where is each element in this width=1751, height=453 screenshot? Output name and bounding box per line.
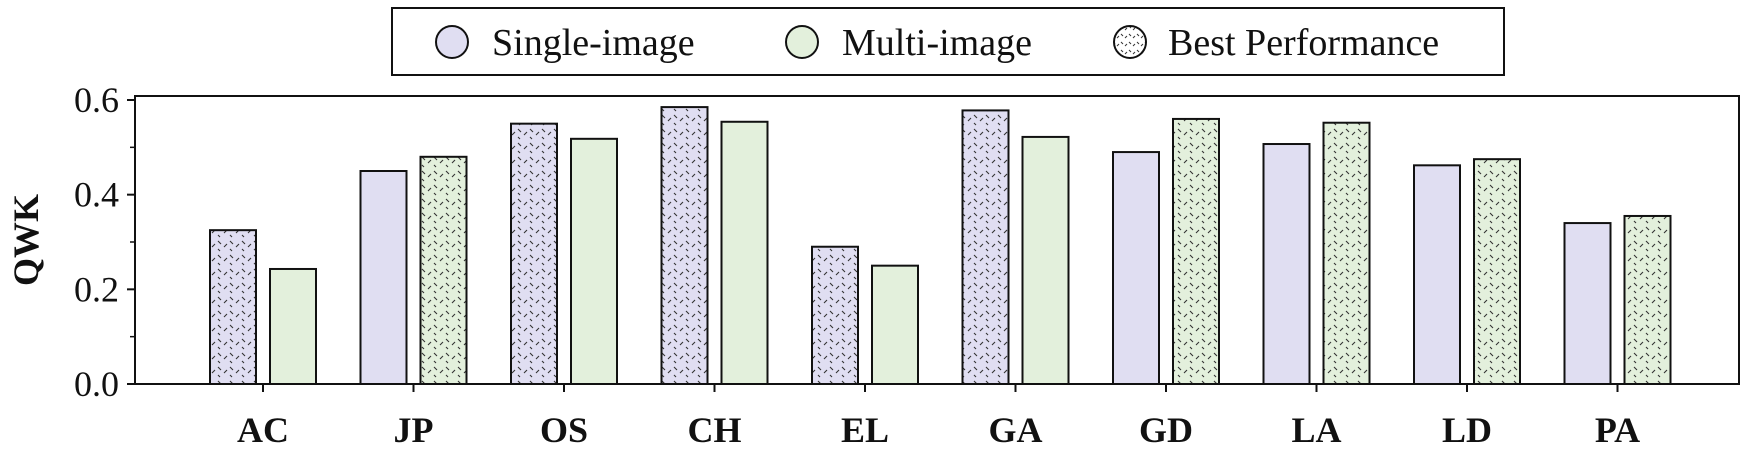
bar-multi-image-ld <box>1473 158 1521 385</box>
y-tick-label: 0.4 <box>74 175 119 215</box>
bar-multi-image-ch <box>720 120 769 385</box>
bar-single-image-os <box>510 122 558 386</box>
y-axis-label: QWK <box>6 194 46 286</box>
legend-label-single-image: Single-image <box>492 22 695 64</box>
legend-marker-multi-image <box>785 25 819 59</box>
x-tick-label-ac: AC <box>237 410 289 450</box>
y-axis-ticks: 0.0 0.2 0.4 0.6 <box>74 80 135 404</box>
x-tick-label-gd: GD <box>1139 410 1193 450</box>
legend-marker-best-performance <box>1113 25 1147 59</box>
bar-single-image-la <box>1262 143 1311 385</box>
bar-single-image-ac <box>209 229 257 385</box>
plot-frame <box>134 95 1740 385</box>
x-tick-label-pa: PA <box>1595 410 1640 450</box>
x-tick-label-la: LA <box>1291 410 1341 450</box>
y-tick-label: 0.6 <box>74 80 119 120</box>
bar-single-image-pa <box>1563 222 1612 385</box>
y-tick-label: 0.0 <box>74 364 119 404</box>
bar-multi-image-la <box>1322 121 1371 385</box>
bar-multi-image-ac <box>269 267 317 386</box>
legend-box <box>391 7 1505 76</box>
bar-multi-image-gd <box>1172 117 1220 386</box>
legend-label-best-performance: Best Performance <box>1168 22 1439 64</box>
bar-multi-image-ga <box>1021 135 1070 385</box>
bar-single-image-ga <box>961 109 1010 385</box>
bar-multi-image-os <box>570 137 618 385</box>
x-tick-label-ld: LD <box>1442 410 1492 450</box>
x-tick-label-jp: JP <box>394 410 434 450</box>
x-tick-label-el: EL <box>841 410 889 450</box>
bar-single-image-gd <box>1112 151 1160 385</box>
legend: Single-image Multi-image Best Performanc… <box>391 7 1505 76</box>
x-tick-label-os: OS <box>540 410 588 450</box>
bar-multi-image-jp <box>419 155 468 385</box>
bars <box>209 106 1672 386</box>
bar-single-image-jp <box>359 170 408 385</box>
x-tick-label-ch: CH <box>688 410 742 450</box>
bar-single-image-el <box>811 245 859 385</box>
bar-multi-image-pa <box>1623 214 1672 385</box>
bar-single-image-ch <box>660 106 709 385</box>
x-tick-label-ga: GA <box>989 410 1043 450</box>
bar-single-image-ld <box>1413 164 1461 385</box>
bar-multi-image-el <box>871 264 919 385</box>
legend-label-multi-image: Multi-image <box>842 22 1032 64</box>
x-axis-ticks: AC JP OS CH EL GA GD LA LD PA <box>237 384 1640 450</box>
y-tick-label: 0.2 <box>74 269 119 309</box>
legend-marker-single-image <box>435 25 469 59</box>
